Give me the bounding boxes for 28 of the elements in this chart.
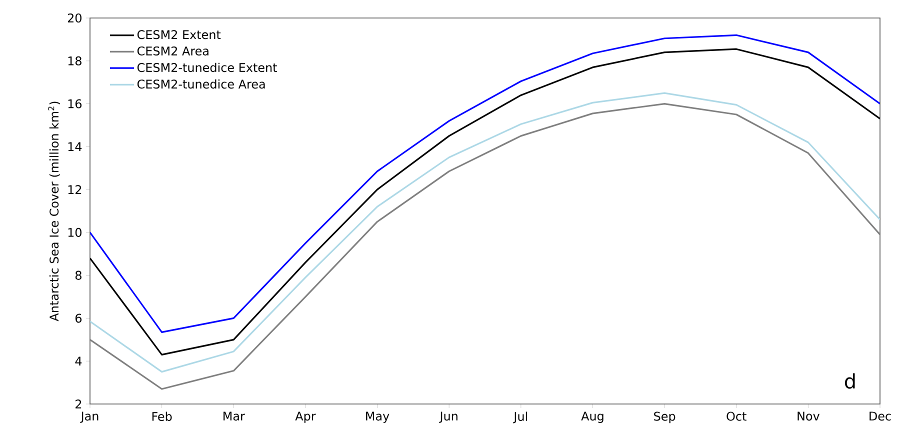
y-tick-label: 10 <box>68 228 82 237</box>
x-tick-label: Mar <box>224 412 245 421</box>
annotation: d <box>844 373 855 389</box>
y-tick-label: 2 <box>76 400 82 408</box>
y-tick-label: 18 <box>68 56 82 66</box>
y-tick-label: 6 <box>76 314 82 323</box>
legend-label: CESM2 Area <box>137 46 208 56</box>
x-tick-label: May <box>366 412 390 423</box>
x-tick-label: Jan <box>80 412 98 423</box>
legend-label: CESM2-tunedice Extent <box>137 62 277 72</box>
x-tick-label: Oct <box>726 412 746 421</box>
x-tick-label: Nov <box>798 412 820 421</box>
y-axis-title: Antarctic Sea Ice Cover (million km$^{2}$) <box>48 102 60 322</box>
y-tick-label: 12 <box>68 185 82 194</box>
y-tick-label: 4 <box>75 356 82 366</box>
y-tick-label: 20 <box>68 13 82 23</box>
x-tick-label: Jun <box>439 412 458 423</box>
legend-label: CESM2 Extent <box>137 30 221 40</box>
y-tick-label: 8 <box>75 270 82 280</box>
x-tick-label: Jul <box>513 412 528 424</box>
legend-label: CESM2-tunedice Area <box>137 79 265 89</box>
y-tick-label: 16 <box>68 99 82 108</box>
x-tick-label: Aug <box>581 412 604 423</box>
x-tick-label: Feb <box>152 412 172 421</box>
x-tick-label: Dec <box>870 412 891 421</box>
x-tick-label: Sep <box>654 412 676 424</box>
y-tick-label: 14 <box>68 142 82 152</box>
x-tick-label: Apr <box>295 412 316 423</box>
